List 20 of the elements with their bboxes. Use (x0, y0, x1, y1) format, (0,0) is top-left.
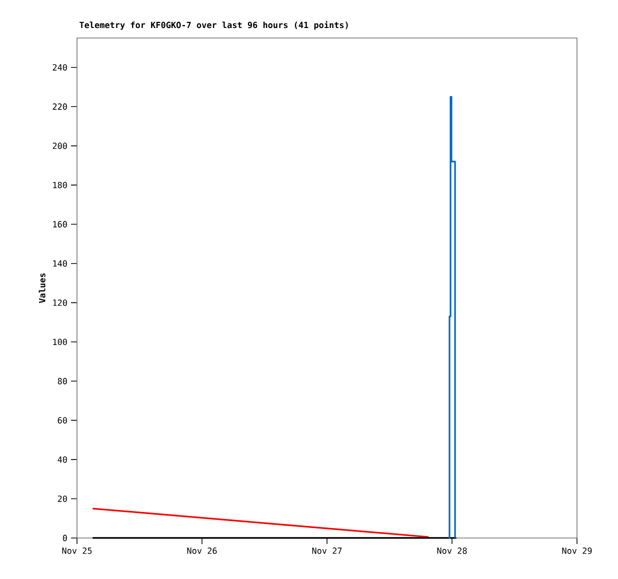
y-tick-label: 60 (58, 417, 67, 424)
chart-title: Telemetry for KF0GKO-7 over last 96 hours (41 points) (80, 21, 348, 30)
y-tick-label: 240 (52, 64, 67, 71)
y-tick-label: 180 (53, 182, 67, 188)
y-axis-title: Values (38, 273, 46, 304)
y-tick-label: 200 (52, 142, 67, 150)
x-tick-label: Nov 26 (187, 548, 217, 554)
y-tick-label: 100 (53, 338, 67, 346)
x-tick-label: Nov 27 (312, 548, 342, 554)
y-tick-label: 220 (52, 103, 67, 110)
x-tick-label: Nov 28 (437, 548, 467, 554)
y-tick-label: 80 (58, 378, 67, 384)
y-tick-label: 120 (53, 299, 67, 306)
x-tick-label: Nov 25 (62, 548, 92, 554)
y-tick-label: 160 (53, 221, 67, 228)
y-tick-label: 0 (62, 534, 67, 542)
y-tick-label: 20 (58, 496, 67, 502)
y-tick-label: 40 (58, 456, 67, 463)
x-tick-label: Nov 29 (562, 548, 592, 554)
y-tick-label: 140 (53, 260, 67, 267)
